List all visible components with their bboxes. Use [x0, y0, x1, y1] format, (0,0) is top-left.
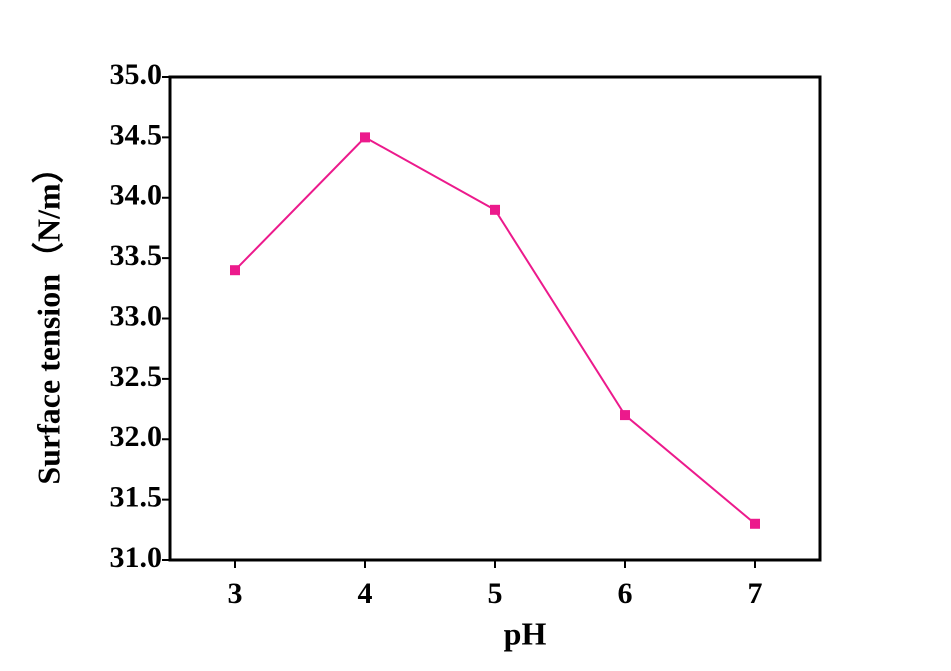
data-point — [490, 204, 500, 215]
y-tick-label: 34.0 — [110, 179, 163, 212]
y-tick-label: 35.0 — [110, 58, 163, 91]
y-tick-label: 31.0 — [110, 541, 163, 574]
y-tick-label: 32.5 — [110, 360, 163, 393]
data-point — [620, 410, 630, 421]
data-point — [360, 132, 370, 143]
x-axis-label: pH — [504, 615, 547, 651]
y-axis-label: Surface tension（N/m） — [30, 151, 66, 484]
y-tick-label: 33.0 — [110, 299, 163, 332]
plot-frame — [168, 75, 822, 562]
x-tick-label: 5 — [488, 577, 503, 610]
x-tick-label: 3 — [228, 577, 243, 610]
y-tick-label: 34.5 — [110, 118, 163, 151]
data-point — [230, 265, 240, 276]
y-tick-label: 31.5 — [110, 481, 163, 514]
data-point — [750, 518, 760, 529]
y-tick-label: 33.5 — [110, 239, 163, 272]
x-tick-label: 6 — [618, 577, 633, 610]
x-tick-label: 7 — [748, 577, 763, 610]
x-tick-label: 4 — [358, 577, 373, 610]
y-tick-label: 32.0 — [110, 420, 163, 453]
data-line — [234, 136, 756, 525]
